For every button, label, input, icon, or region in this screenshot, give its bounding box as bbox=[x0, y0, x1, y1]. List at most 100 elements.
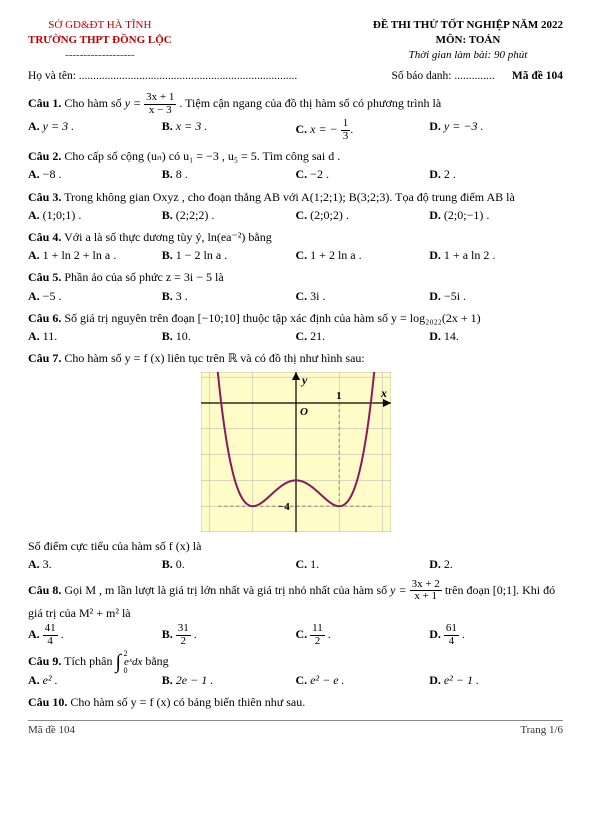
q4-options: A. 1 + ln 2 + ln a . B. 1 − 2 ln a . C. … bbox=[28, 247, 563, 263]
school-name-text: TRƯỜNG THPT ĐỒNG LỘC bbox=[28, 34, 172, 46]
q7-D-text: 2. bbox=[444, 557, 453, 571]
q1-text-c: . Tiệm cận ngang của đồ thị hàm số có ph… bbox=[179, 96, 441, 110]
q5-D-text: −5i . bbox=[444, 289, 466, 303]
q8-text-a: Gọi M , m lần lượt là giá trị lớn nhất v… bbox=[64, 582, 390, 596]
q8-A: A. 414 . bbox=[28, 623, 162, 647]
q2-D-text: 2 . bbox=[444, 167, 456, 181]
q3-options: A. (1;0;1) . B. (2;2;2) . C. (2;0;2) . D… bbox=[28, 207, 563, 223]
q1-frac-d: x − 3 bbox=[144, 105, 176, 117]
page-header: SỞ GD&ĐT HÀ TĨNH TRƯỜNG THPT ĐỒNG LỘC --… bbox=[28, 18, 563, 63]
q5-C-text: 3i . bbox=[310, 289, 325, 303]
question-3: Câu 3. Trong không gian Oxyz , cho đoạn … bbox=[28, 189, 563, 205]
q4-B: B. 1 − 2 ln a . bbox=[162, 247, 296, 263]
q8-line2: giá trị của M² + m² là bbox=[28, 605, 563, 621]
q5-B-text: 3 . bbox=[176, 289, 188, 303]
q8-B: B. 312 . bbox=[162, 623, 296, 647]
exam-code: Mã đề 104 bbox=[512, 70, 563, 82]
q5-num: Câu 5. bbox=[28, 270, 61, 284]
q9-C-text: e² − e . bbox=[310, 673, 344, 687]
q1-B: B. x = 3 . bbox=[162, 118, 296, 142]
q1-C: C. x = − 1 3 . bbox=[296, 118, 430, 142]
q9-B-text: 2e − 1 . bbox=[176, 673, 213, 687]
q7-num: Câu 7. bbox=[28, 351, 61, 365]
q6-D: D. 14. bbox=[429, 328, 563, 344]
q8-frac: 3x + 2 x + 1 bbox=[410, 579, 442, 603]
q1-B-text: x = 3 . bbox=[176, 119, 207, 133]
q7-D: D. 2. bbox=[429, 556, 563, 572]
q2-B: B. 8 . bbox=[162, 166, 296, 182]
footer-right: Trang 1/6 bbox=[520, 723, 563, 738]
q5-A: A. −5 . bbox=[28, 288, 162, 304]
q5-A-text: −5 . bbox=[43, 289, 62, 303]
q2-A: A. −8 . bbox=[28, 166, 162, 182]
q3-A-text: (1;0;1) . bbox=[43, 208, 82, 222]
q3-B-text: (2;2;2) . bbox=[176, 208, 215, 222]
q9-options: A. e² . B. 2e − 1 . C. e² − e . D. e² − … bbox=[28, 672, 563, 688]
svg-text:1: 1 bbox=[336, 390, 342, 402]
q1-C-n: 1 bbox=[341, 118, 351, 131]
q4-D: D. 1 + a ln 2 . bbox=[429, 247, 563, 263]
q9-D: D. e² − 1 . bbox=[429, 672, 563, 688]
q1-num: Câu 1. bbox=[28, 96, 61, 110]
q1-D-text: y = −3 . bbox=[444, 119, 484, 133]
info-row: Họ và tên: .............................… bbox=[28, 69, 563, 85]
q6-C-text: 21. bbox=[310, 329, 325, 343]
sbd-field: Số báo danh: .............. bbox=[391, 70, 494, 82]
footer-left: Mã đề 104 bbox=[28, 723, 75, 738]
question-6: Câu 6. Số giá trị nguyên trên đoạn [−10;… bbox=[28, 310, 563, 326]
q5-D: D. −5i . bbox=[429, 288, 563, 304]
q8-yeq: y = bbox=[390, 582, 406, 596]
q4-C-text: 1 + 2 ln a . bbox=[310, 248, 361, 262]
q2-options: A. −8 . B. 8 . C. −2 . D. 2 . bbox=[28, 166, 563, 182]
q6-A-text: 11. bbox=[43, 329, 58, 343]
q1-C-frac: 1 3 bbox=[341, 118, 351, 142]
header-sep: ------------------- bbox=[28, 48, 172, 63]
dept-name: SỞ GD&ĐT HÀ TĨNH bbox=[28, 18, 172, 33]
q8-D-d: 4 bbox=[444, 636, 459, 648]
q2-C-text: −2 . bbox=[310, 167, 329, 181]
q6-text: Số giá trị nguyên trên đoạn [−10;10] thu… bbox=[64, 311, 480, 325]
question-8: Câu 8. Gọi M , m lần lượt là giá trị lớn… bbox=[28, 579, 563, 603]
q1-A: A. y = 3 . bbox=[28, 118, 162, 142]
svg-text:−4: −4 bbox=[278, 501, 290, 513]
q2-C: C. −2 . bbox=[296, 166, 430, 182]
q8-frac-d: x + 1 bbox=[410, 591, 442, 603]
q8-A-d: 4 bbox=[43, 636, 58, 648]
q4-A: A. 1 + ln 2 + ln a . bbox=[28, 247, 162, 263]
q4-num: Câu 4. bbox=[28, 230, 61, 244]
q8-A-n: 41 bbox=[43, 623, 58, 636]
q8-B-d: 2 bbox=[176, 636, 191, 648]
q7-B: B. 0. bbox=[162, 556, 296, 572]
q1-options: A. y = 3 . B. x = 3 . C. x = − 1 3 . D. … bbox=[28, 118, 563, 142]
q3-num: Câu 3. bbox=[28, 190, 61, 204]
q6-C: C. 21. bbox=[296, 328, 430, 344]
question-7: Câu 7. Cho hàm số y = f (x) liên tục trê… bbox=[28, 350, 563, 366]
q2-D: D. 2 . bbox=[429, 166, 563, 182]
q4-D-text: 1 + a ln 2 . bbox=[444, 248, 495, 262]
question-2: Câu 2. Cho cấp số cộng (uₙ) có u₁ = −3 ,… bbox=[28, 148, 563, 164]
q1-C-d: 3 bbox=[341, 131, 351, 143]
q9-text-a: Tích phân bbox=[64, 654, 115, 668]
q1-A-text: y = 3 . bbox=[43, 119, 74, 133]
question-1: Câu 1. Cho hàm số y = 3x + 1 x − 3 . Tiệ… bbox=[28, 92, 563, 116]
q1-C-pre: x = − bbox=[310, 122, 338, 136]
q1-frac: 3x + 1 x − 3 bbox=[144, 92, 176, 116]
q4-A-text: 1 + ln 2 + ln a . bbox=[43, 248, 117, 262]
q8-C: C. 112 . bbox=[296, 623, 430, 647]
q9-A: A. e² . bbox=[28, 672, 162, 688]
q1-yeq: y = bbox=[125, 96, 141, 110]
q2-num: Câu 2. bbox=[28, 149, 61, 163]
question-5: Câu 5. Phần ảo của số phức z = 3i − 5 là bbox=[28, 269, 563, 285]
q6-A: A. 11. bbox=[28, 328, 162, 344]
name-field: Họ và tên: .............................… bbox=[28, 69, 297, 85]
q9-text-c: bằng bbox=[145, 654, 168, 668]
q4-text: Với a là số thực dương tùy ý, ln(ea⁻²) b… bbox=[64, 230, 272, 244]
q6-num: Câu 6. bbox=[28, 311, 61, 325]
q7-options: A. 3. B. 0. C. 1. D. 2. bbox=[28, 556, 563, 572]
page-footer: Mã đề 104 Trang 1/6 bbox=[28, 720, 563, 738]
question-4: Câu 4. Với a là số thực dương tùy ý, ln(… bbox=[28, 229, 563, 245]
q6-D-text: 14. bbox=[444, 329, 459, 343]
header-left: SỞ GD&ĐT HÀ TĨNH TRƯỜNG THPT ĐỒNG LỘC --… bbox=[28, 18, 172, 63]
q7-B-text: 0. bbox=[176, 557, 185, 571]
q3-text: Trong không gian Oxyz , cho đoạn thẳng A… bbox=[64, 190, 515, 204]
